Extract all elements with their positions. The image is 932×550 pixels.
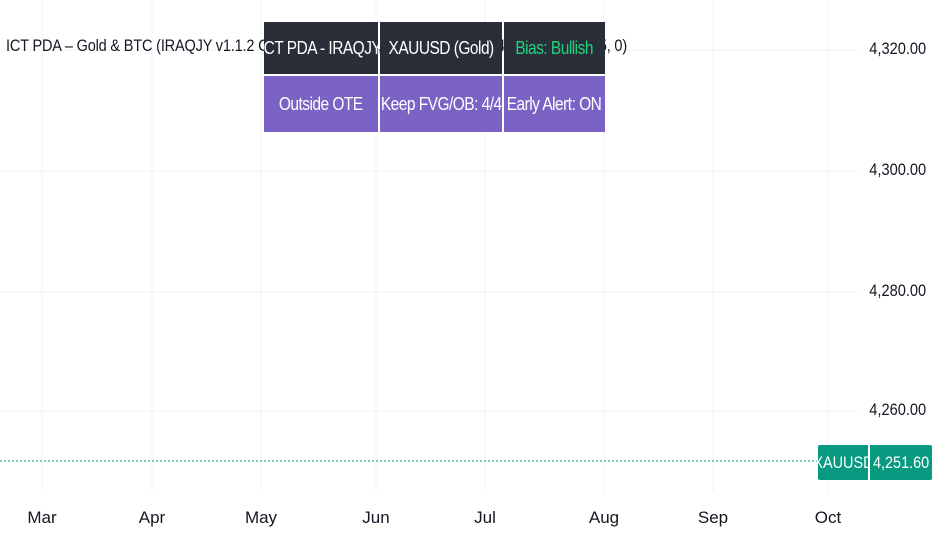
price-tick-label: 4,300.00 <box>869 160 926 179</box>
last-price-label: 4,251.60 <box>870 445 932 480</box>
ict-pda-info-table: ICT PDA - IRAQJY XAUUSD (Gold) Bias: Bul… <box>264 22 605 132</box>
price-tick-label: 4,260.00 <box>869 400 926 419</box>
table-cell-indicator-name: ICT PDA - IRAQJY <box>264 22 378 74</box>
price-tick-label: 4,280.00 <box>869 281 926 300</box>
symbol-price-label: XAUUSD <box>813 445 873 480</box>
table-cell-symbol: XAUUSD (Gold) <box>380 22 502 74</box>
month-tick-label: May <box>244 508 278 527</box>
table-cell-bias: Bias: Bullish <box>504 22 605 74</box>
month-tick-label: Oct <box>814 508 842 527</box>
month-tick-label: Apr <box>138 508 166 527</box>
month-tick-label: Jul <box>474 508 496 527</box>
price-tick-label: 4,320.00 <box>869 39 926 58</box>
month-tick-label: Jun <box>362 508 390 527</box>
table-cell-ote-status: Outside OTE <box>264 76 378 132</box>
month-tick-label: Sep <box>697 508 729 527</box>
month-tick-label: Mar <box>27 508 57 527</box>
table-cell-early-alert: Early Alert: ON <box>504 76 605 132</box>
table-cell-keep-fvg-ob: Keep FVG/OB: 4/4 <box>380 76 502 132</box>
month-tick-label: Aug <box>588 508 620 527</box>
